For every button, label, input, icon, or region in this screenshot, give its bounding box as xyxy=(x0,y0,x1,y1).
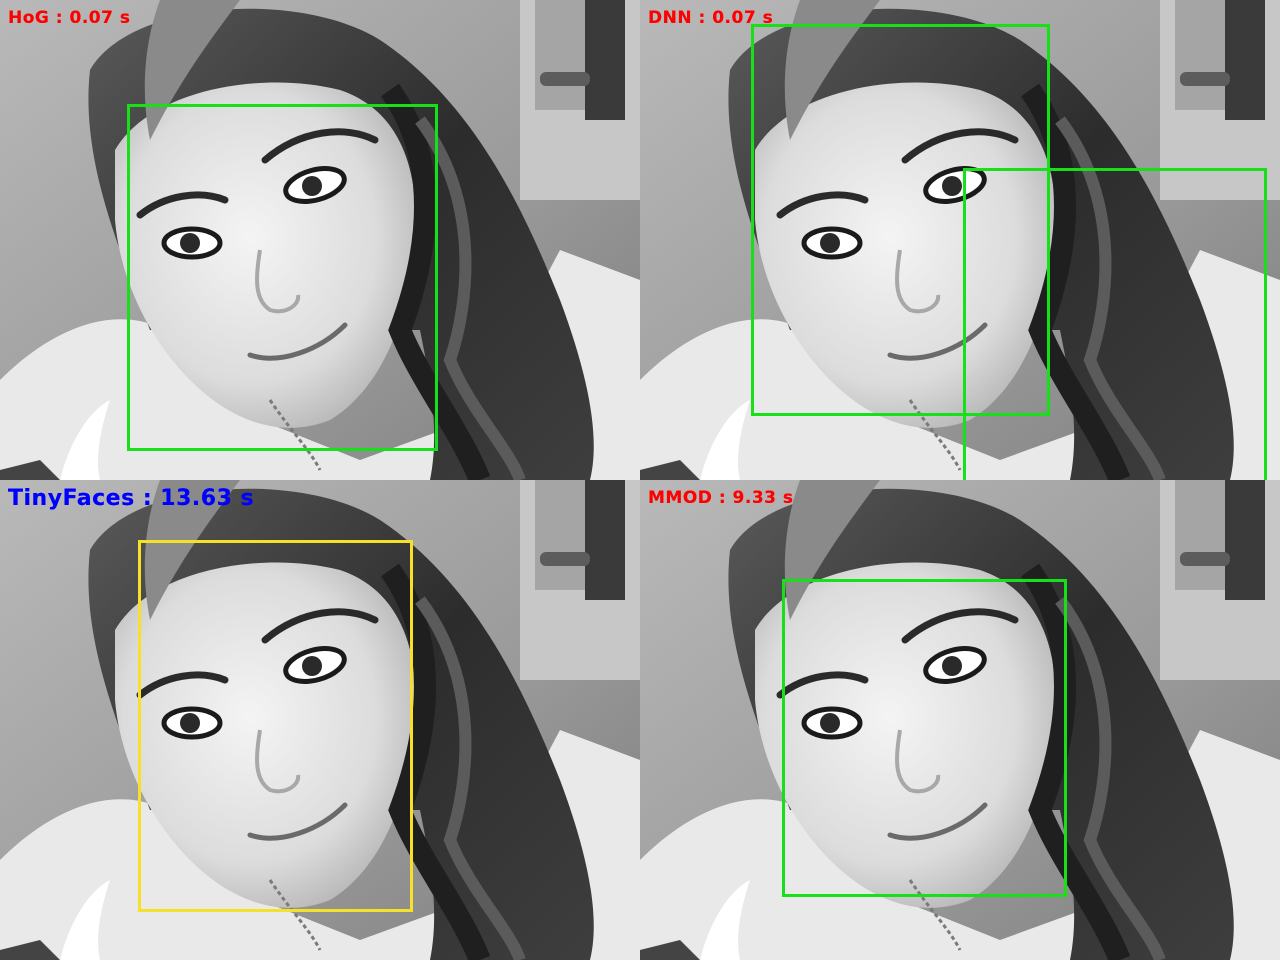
detection-box xyxy=(127,104,438,451)
tinyfaces-panel: TinyFaces : 13.63 s xyxy=(0,480,640,960)
timing-label: TinyFaces : 13.63 s xyxy=(8,486,255,511)
detection-box xyxy=(138,540,413,912)
mmod-panel: MMOD : 9.33 s xyxy=(640,480,1280,960)
timing-label: HoG : 0.07 s xyxy=(8,8,131,28)
detection-box xyxy=(751,24,1050,416)
detection-box xyxy=(782,579,1067,897)
detection-box xyxy=(963,168,1267,480)
timing-label: MMOD : 9.33 s xyxy=(648,488,794,508)
timing-label: DNN : 0.07 s xyxy=(648,8,774,28)
hog-panel: HoG : 0.07 s xyxy=(0,0,640,480)
dnn-panel: DNN : 0.07 s xyxy=(640,0,1280,480)
